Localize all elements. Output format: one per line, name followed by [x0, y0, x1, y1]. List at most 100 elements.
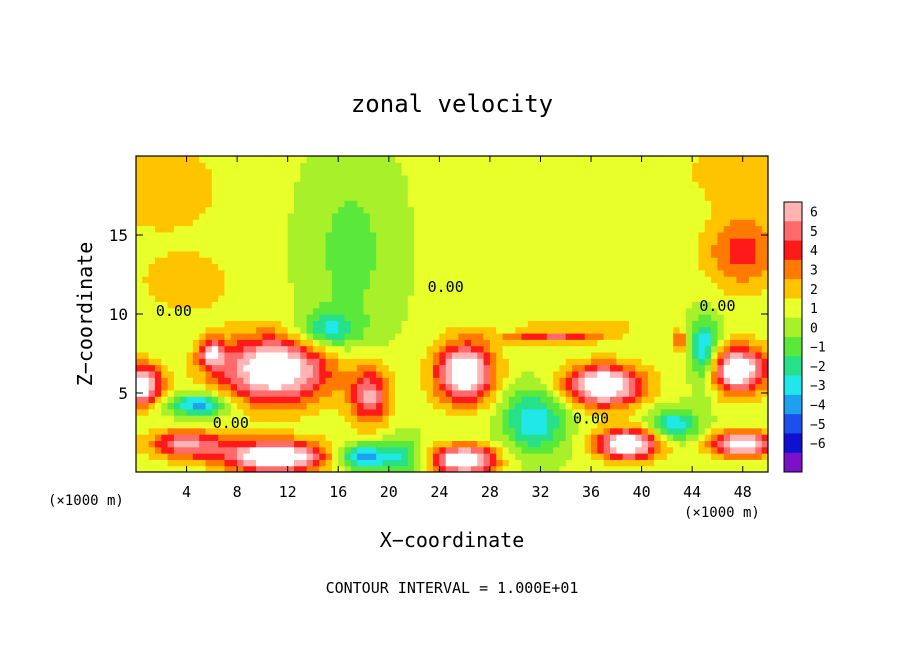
- heatmap-cell: [584, 200, 592, 208]
- heatmap-cell: [616, 339, 624, 347]
- heatmap-cell: [205, 446, 213, 454]
- heatmap-cell: [230, 434, 238, 441]
- heatmap-cell: [584, 263, 592, 271]
- heatmap-cell: [742, 295, 750, 302]
- heatmap-cell: [559, 263, 567, 271]
- heatmap-cell: [306, 212, 314, 220]
- heatmap-cell: [142, 377, 150, 385]
- heatmap-cell: [546, 231, 554, 239]
- heatmap-cell: [243, 206, 251, 214]
- heatmap-cell: [730, 288, 737, 296]
- heatmap-cell: [433, 465, 440, 472]
- heatmap-cell: [243, 250, 251, 258]
- heatmap-cell: [755, 453, 763, 460]
- heatmap-cell: [723, 389, 731, 397]
- heatmap-cell: [395, 225, 403, 233]
- heatmap-cell: [496, 370, 504, 378]
- heatmap-cell: [603, 307, 611, 315]
- heatmap-cell: [357, 276, 365, 283]
- heatmap-cell: [489, 383, 497, 391]
- heatmap-cell: [723, 269, 731, 277]
- heatmap-cell: [483, 295, 491, 302]
- heatmap-cell: [445, 389, 453, 397]
- heatmap-cell: [521, 332, 529, 340]
- heatmap-cell: [369, 434, 377, 441]
- heatmap-cell: [610, 345, 617, 353]
- heatmap-cell: [205, 351, 213, 359]
- heatmap-cell: [439, 364, 447, 372]
- heatmap-cell: [616, 257, 624, 265]
- heatmap-cell: [685, 269, 693, 277]
- heatmap-cell: [591, 402, 598, 410]
- heatmap-cell: [173, 200, 181, 208]
- heatmap-cell: [426, 269, 434, 277]
- heatmap-cell: [584, 345, 592, 353]
- heatmap-cell: [736, 389, 744, 397]
- heatmap-cell: [660, 415, 668, 423]
- heatmap-cell: [470, 263, 478, 271]
- heatmap-cell: [464, 225, 472, 233]
- heatmap-cell: [698, 307, 706, 315]
- heatmap-cell: [546, 434, 554, 441]
- heatmap-cell: [692, 402, 700, 410]
- heatmap-cell: [338, 453, 346, 460]
- heatmap-cell: [711, 168, 719, 176]
- heatmap-cell: [666, 250, 674, 258]
- heatmap-cell: [294, 320, 301, 328]
- heatmap-cell: [420, 377, 428, 385]
- heatmap-cell: [742, 459, 750, 467]
- heatmap-cell: [306, 383, 314, 391]
- heatmap-cell: [616, 193, 624, 201]
- heatmap-cell: [357, 200, 365, 208]
- heatmap-cell: [685, 244, 693, 252]
- heatmap-cell: [635, 212, 643, 220]
- heatmap-cell: [654, 396, 662, 404]
- heatmap-cell: [388, 244, 396, 252]
- heatmap-cell: [199, 212, 207, 220]
- heatmap-cell: [199, 358, 207, 366]
- heatmap-cell: [654, 263, 662, 271]
- heatmap-cell: [452, 370, 459, 378]
- heatmap-cell: [572, 244, 579, 252]
- heatmap-cell: [515, 225, 523, 233]
- heatmap-cell: [692, 295, 700, 302]
- heatmap-cell: [395, 263, 403, 271]
- heatmap-cell: [199, 402, 207, 410]
- heatmap-cell: [622, 320, 630, 328]
- heatmap-cell: [635, 288, 643, 296]
- heatmap-cell: [357, 282, 365, 290]
- heatmap-cell: [723, 212, 731, 220]
- heatmap-cell: [382, 263, 390, 271]
- heatmap-cell: [470, 332, 478, 340]
- heatmap-cell: [458, 307, 466, 315]
- heatmap-cell: [363, 168, 371, 176]
- heatmap-cell: [312, 459, 320, 467]
- heatmap-cell: [300, 181, 308, 189]
- heatmap-cell: [458, 434, 466, 441]
- heatmap-cell: [312, 339, 320, 347]
- heatmap-cell: [218, 383, 226, 391]
- heatmap-cell: [534, 174, 542, 182]
- heatmap-cell: [230, 168, 238, 176]
- heatmap-cell: [363, 370, 371, 378]
- heatmap-cell: [654, 181, 662, 189]
- heatmap-cell: [730, 402, 737, 410]
- heatmap-cell: [167, 212, 175, 220]
- heatmap-cell: [401, 332, 409, 340]
- heatmap-cell: [483, 181, 491, 189]
- heatmap-cell: [673, 269, 681, 277]
- heatmap-cell: [199, 326, 207, 334]
- heatmap-cell: [230, 225, 238, 233]
- heatmap-cell: [464, 465, 472, 472]
- heatmap-cell: [142, 389, 150, 397]
- heatmap-cell: [192, 187, 200, 195]
- heatmap-cell: [388, 288, 396, 296]
- heatmap-cell: [572, 238, 579, 246]
- heatmap-cell: [666, 288, 674, 296]
- heatmap-cell: [717, 282, 725, 290]
- heatmap-cell: [761, 434, 768, 441]
- heatmap-cell: [591, 225, 598, 233]
- heatmap-cell: [496, 339, 504, 347]
- heatmap-cell: [363, 282, 371, 290]
- heatmap-cell: [161, 396, 169, 404]
